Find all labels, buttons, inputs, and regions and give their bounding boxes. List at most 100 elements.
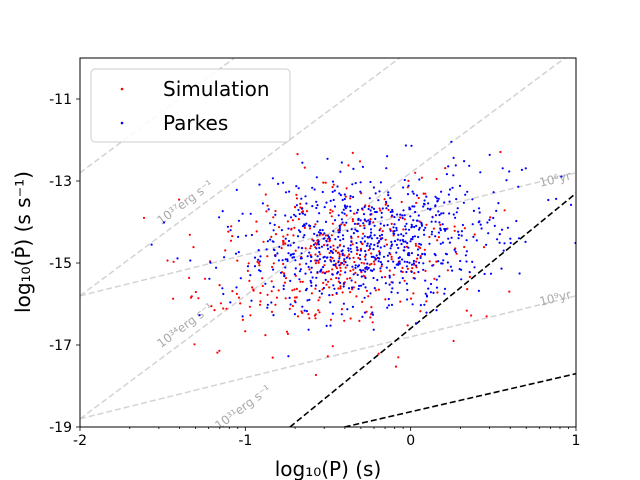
data-point-simulation [354, 281, 357, 284]
data-point-parkes [326, 247, 330, 250]
data-point-simulation [400, 200, 403, 204]
data-point-parkes [493, 224, 496, 227]
data-point-parkes [310, 255, 313, 259]
data-point-simulation [358, 160, 362, 163]
data-point-parkes [392, 226, 395, 229]
data-point-parkes [415, 194, 419, 197]
data-point-parkes [298, 278, 301, 281]
data-point-simulation [352, 286, 355, 289]
data-point-parkes [401, 258, 404, 261]
data-point-simulation [265, 210, 268, 213]
data-point-simulation [358, 319, 361, 322]
data-point-parkes [391, 281, 394, 284]
data-point-simulation [437, 236, 440, 239]
data-point-parkes [371, 313, 375, 316]
data-point-simulation [286, 233, 289, 236]
data-point-parkes [445, 173, 448, 176]
data-point-parkes [351, 305, 354, 308]
data-point-simulation [275, 296, 278, 299]
data-point-parkes [332, 198, 335, 202]
data-point-parkes [412, 262, 415, 265]
data-point-parkes [288, 296, 291, 299]
data-point-parkes [376, 242, 379, 245]
data-point-parkes [454, 216, 457, 219]
data-point-parkes [405, 270, 408, 274]
data-point-parkes [292, 241, 295, 244]
data-point-parkes [258, 183, 261, 186]
data-point-parkes [468, 271, 471, 274]
data-point-simulation [282, 241, 285, 244]
data-point-parkes [434, 195, 437, 198]
data-point-simulation [314, 262, 317, 265]
data-point-parkes [360, 275, 363, 278]
data-point-simulation [348, 277, 351, 280]
data-point-parkes [402, 240, 405, 243]
data-point-parkes [389, 210, 392, 214]
data-point-simulation [322, 281, 325, 284]
data-point-simulation [309, 244, 312, 248]
data-point-parkes [318, 289, 321, 293]
data-point-parkes [382, 255, 386, 258]
x-tick-label: 1 [572, 433, 581, 449]
data-point-parkes [346, 264, 349, 267]
data-point-simulation [271, 265, 274, 269]
data-point-simulation [189, 296, 193, 299]
data-point-parkes [371, 311, 374, 314]
data-point-simulation [303, 166, 306, 169]
data-point-parkes [277, 259, 280, 262]
data-point-simulation [213, 309, 216, 312]
data-point-parkes [276, 252, 279, 255]
data-point-simulation [363, 255, 367, 258]
data-point-simulation [282, 235, 285, 238]
data-point-simulation [414, 242, 417, 245]
data-point-parkes [356, 208, 359, 211]
data-point-parkes [349, 209, 352, 212]
data-point-parkes [337, 231, 340, 234]
data-point-parkes [411, 303, 414, 306]
data-point-parkes [304, 272, 307, 275]
data-point-parkes [393, 223, 396, 226]
data-point-parkes [344, 261, 347, 264]
data-point-parkes [395, 243, 398, 246]
data-point-simulation [370, 252, 373, 255]
data-point-parkes [419, 243, 423, 246]
data-point-simulation [336, 251, 339, 254]
data-point-parkes [452, 174, 455, 177]
data-point-parkes [471, 198, 474, 201]
data-point-parkes [162, 221, 166, 224]
data-point-simulation [331, 222, 334, 225]
data-point-parkes [414, 210, 417, 214]
data-point-parkes [261, 202, 264, 205]
data-point-parkes [437, 231, 440, 234]
data-point-parkes [355, 229, 358, 232]
data-point-parkes [402, 249, 405, 252]
data-point-parkes [366, 236, 369, 239]
data-point-simulation [349, 197, 352, 200]
data-point-simulation [325, 283, 328, 286]
data-point-parkes [349, 247, 352, 250]
data-point-simulation [301, 280, 304, 283]
data-point-parkes [250, 299, 253, 302]
data-point-parkes [452, 213, 455, 216]
data-point-parkes [344, 207, 347, 210]
data-point-simulation [414, 171, 417, 174]
data-point-parkes [419, 256, 422, 259]
data-point-parkes [272, 268, 275, 271]
data-point-parkes [337, 214, 340, 217]
data-point-parkes [378, 240, 381, 243]
data-point-parkes [368, 221, 371, 224]
data-point-parkes [372, 276, 375, 280]
data-point-parkes [424, 292, 427, 295]
data-point-parkes [388, 251, 391, 255]
data-point-simulation [371, 321, 374, 324]
data-point-parkes [437, 210, 440, 213]
data-point-parkes [430, 233, 433, 236]
data-point-parkes [340, 261, 344, 265]
data-point-parkes [296, 235, 300, 238]
data-point-parkes [405, 222, 408, 225]
data-point-parkes [407, 252, 411, 255]
data-point-parkes [457, 233, 460, 236]
data-point-parkes [420, 224, 424, 227]
data-point-simulation [324, 234, 327, 237]
data-point-parkes [368, 223, 371, 226]
